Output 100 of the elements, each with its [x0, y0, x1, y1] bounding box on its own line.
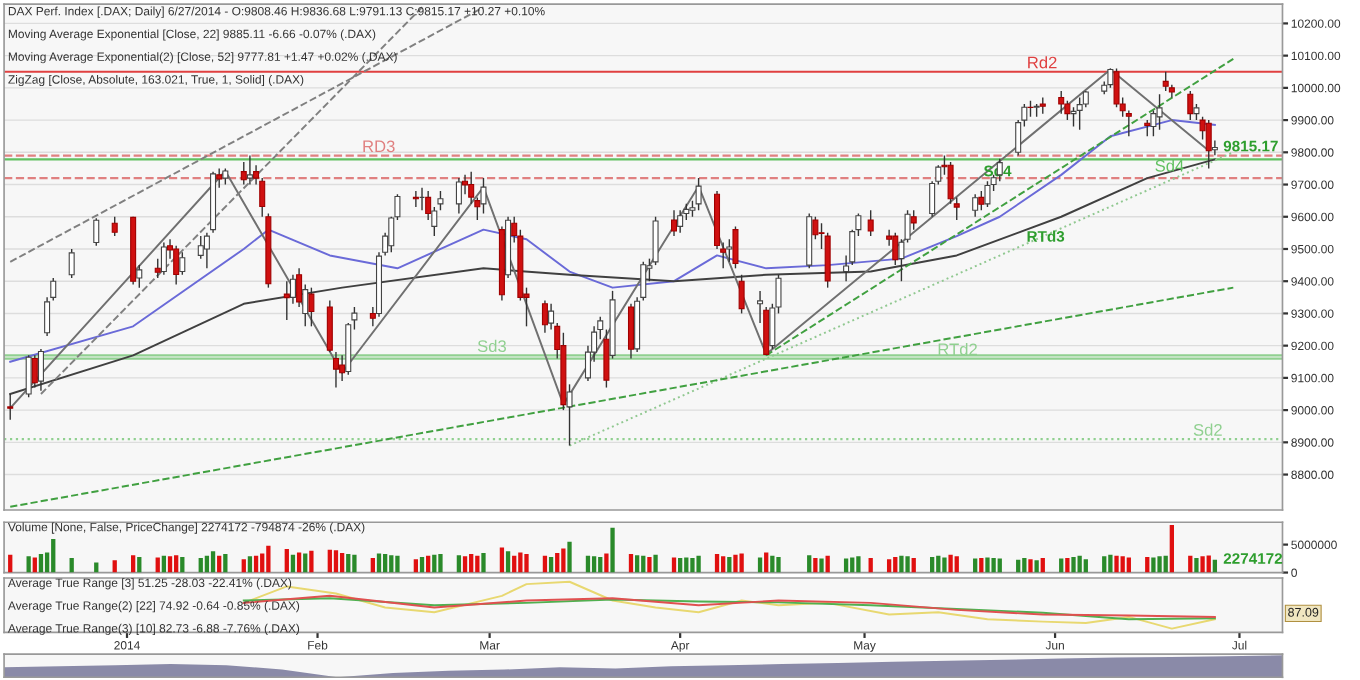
bar: [690, 558, 695, 573]
candlestick: [972, 193, 979, 218]
candlestick: [1156, 93, 1163, 131]
bar: [1126, 557, 1131, 573]
candlestick: [93, 217, 100, 247]
ref-line-label: Sd2: [1193, 423, 1222, 436]
bar: [739, 553, 744, 573]
candlestick: [7, 393, 14, 421]
bar: [1114, 555, 1119, 573]
bar: [1194, 558, 1199, 573]
bar: [419, 556, 425, 573]
bar: [598, 556, 603, 573]
bar: [481, 552, 486, 573]
candlestick: [455, 177, 462, 215]
candlestick: [1070, 106, 1077, 128]
bar: [991, 558, 996, 573]
ref-line-label: Sd4: [1155, 159, 1184, 172]
candlestick: [111, 216, 118, 237]
bar: [819, 558, 824, 573]
bar: [930, 556, 935, 573]
bar: [696, 555, 701, 573]
bar: [1206, 555, 1211, 573]
bar: [1145, 556, 1150, 573]
bar: [1120, 556, 1125, 573]
bar: [346, 554, 351, 573]
bar: [505, 551, 511, 573]
bar: [1034, 560, 1039, 573]
bar: [721, 556, 726, 573]
bar: [469, 554, 474, 573]
candlestick: [173, 245, 180, 286]
bar: [985, 557, 990, 573]
bar: [174, 555, 179, 573]
bar: [499, 547, 505, 573]
bar: [733, 554, 738, 573]
candlestick: [984, 180, 991, 208]
bar: [309, 550, 314, 573]
bar: [561, 548, 566, 573]
candlestick: [203, 232, 210, 270]
candlestick: [695, 177, 702, 212]
candlestick: [1205, 119, 1212, 170]
bar: [850, 557, 855, 573]
candlestick: [136, 264, 143, 289]
candlestick: [677, 209, 684, 234]
bar: [112, 560, 117, 573]
bar: [223, 554, 228, 573]
line-series: [9, 158, 1216, 395]
candlestick: [437, 190, 444, 212]
bar: [604, 553, 609, 573]
line-series: [9, 68, 1210, 410]
bar: [1200, 556, 1205, 573]
bar: [131, 555, 136, 573]
bar: [333, 550, 339, 573]
bar: [770, 555, 775, 573]
line-series: [9, 119, 1216, 363]
candlestick: [541, 299, 548, 334]
candlestick: [31, 354, 38, 389]
bar: [1102, 556, 1107, 573]
bar: [671, 557, 677, 573]
bar: [1169, 525, 1174, 573]
candlestick: [179, 251, 186, 276]
bar: [180, 556, 185, 573]
bar: [548, 556, 554, 573]
bar: [94, 562, 99, 573]
candlestick: [627, 303, 635, 360]
candlestick: [738, 274, 745, 315]
bar: [684, 557, 689, 573]
bar: [1108, 554, 1113, 573]
bar: [456, 555, 462, 573]
bar: [518, 552, 523, 573]
bar: [137, 556, 142, 573]
bar: [555, 552, 560, 573]
candlestick: [1058, 90, 1065, 115]
bar: [395, 555, 400, 573]
bar: [653, 554, 658, 573]
candlestick: [480, 177, 487, 215]
candlestick: [726, 238, 733, 263]
candlestick: [732, 225, 739, 270]
bar: [1157, 556, 1162, 573]
bar: [32, 557, 37, 573]
candlestick: [197, 235, 204, 260]
candlestick: [757, 290, 764, 324]
ref-line-label: RTd2: [938, 343, 977, 356]
ref-line-label: Rd2: [1028, 56, 1057, 69]
bar: [266, 545, 271, 573]
bar: [1028, 559, 1033, 573]
bar: [1065, 558, 1070, 573]
ref-line-label: Sd3: [477, 339, 507, 353]
candlestick: [910, 209, 917, 231]
bar: [296, 552, 302, 573]
candlestick: [332, 351, 339, 389]
bar: [438, 554, 443, 573]
bar: [856, 556, 861, 573]
bar: [948, 554, 953, 573]
candlestick: [283, 280, 290, 321]
candlestick: [68, 248, 75, 279]
bar: [714, 554, 720, 573]
bar: [905, 556, 910, 573]
candlestick: [326, 299, 333, 353]
bar: [155, 557, 160, 573]
bar: [241, 559, 246, 573]
